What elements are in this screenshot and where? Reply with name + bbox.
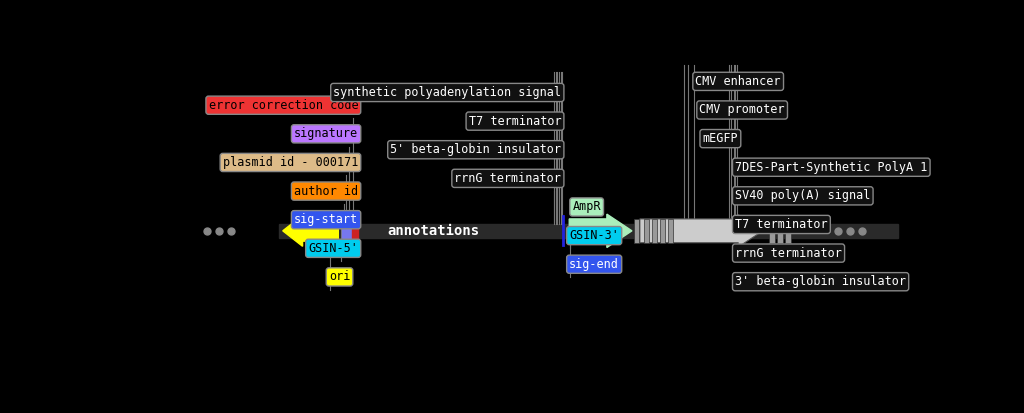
Bar (652, 219, 657, 243)
Text: ori: ori (329, 271, 350, 283)
FancyArrow shape (569, 214, 632, 247)
Bar (634, 219, 639, 243)
Text: GSIN-3': GSIN-3' (569, 229, 620, 242)
Bar (352, 224, 358, 238)
Text: AmpR: AmpR (572, 200, 601, 214)
Bar (659, 219, 666, 243)
FancyArrow shape (283, 215, 338, 246)
Text: T7 terminator: T7 terminator (469, 115, 561, 128)
Text: sig-start: sig-start (294, 213, 358, 226)
Text: annotations: annotations (387, 224, 479, 238)
Text: CMV enhancer: CMV enhancer (695, 75, 781, 88)
Text: 3' beta-globin insulator: 3' beta-globin insulator (735, 275, 906, 288)
Text: 7DES-Part-Synthetic PolyA 1: 7DES-Part-Synthetic PolyA 1 (735, 161, 928, 174)
Text: plasmid id - 000171: plasmid id - 000171 (223, 156, 358, 169)
Text: rrnG terminator: rrnG terminator (455, 172, 561, 185)
Text: GSIN-5': GSIN-5' (308, 242, 358, 255)
Text: mEGFP: mEGFP (702, 132, 738, 145)
Text: sig-end: sig-end (569, 258, 620, 271)
Text: rrnG terminator: rrnG terminator (735, 247, 842, 260)
FancyArrow shape (640, 215, 763, 247)
Bar (769, 219, 775, 243)
Text: 5' beta-globin insulator: 5' beta-globin insulator (390, 143, 561, 156)
Text: synthetic polyadenylation signal: synthetic polyadenylation signal (333, 86, 561, 99)
Bar (785, 219, 791, 243)
Text: CMV promoter: CMV promoter (699, 104, 784, 116)
Text: T7 terminator: T7 terminator (735, 218, 827, 231)
Bar (279, 224, 898, 238)
Text: author id: author id (294, 185, 358, 197)
Bar (644, 219, 649, 243)
Text: SV40 poly(A) signal: SV40 poly(A) signal (735, 189, 870, 202)
Text: error correction code: error correction code (209, 99, 358, 112)
Bar (342, 224, 352, 238)
Text: signature: signature (294, 127, 358, 140)
Bar (668, 219, 673, 243)
Bar (777, 219, 782, 243)
